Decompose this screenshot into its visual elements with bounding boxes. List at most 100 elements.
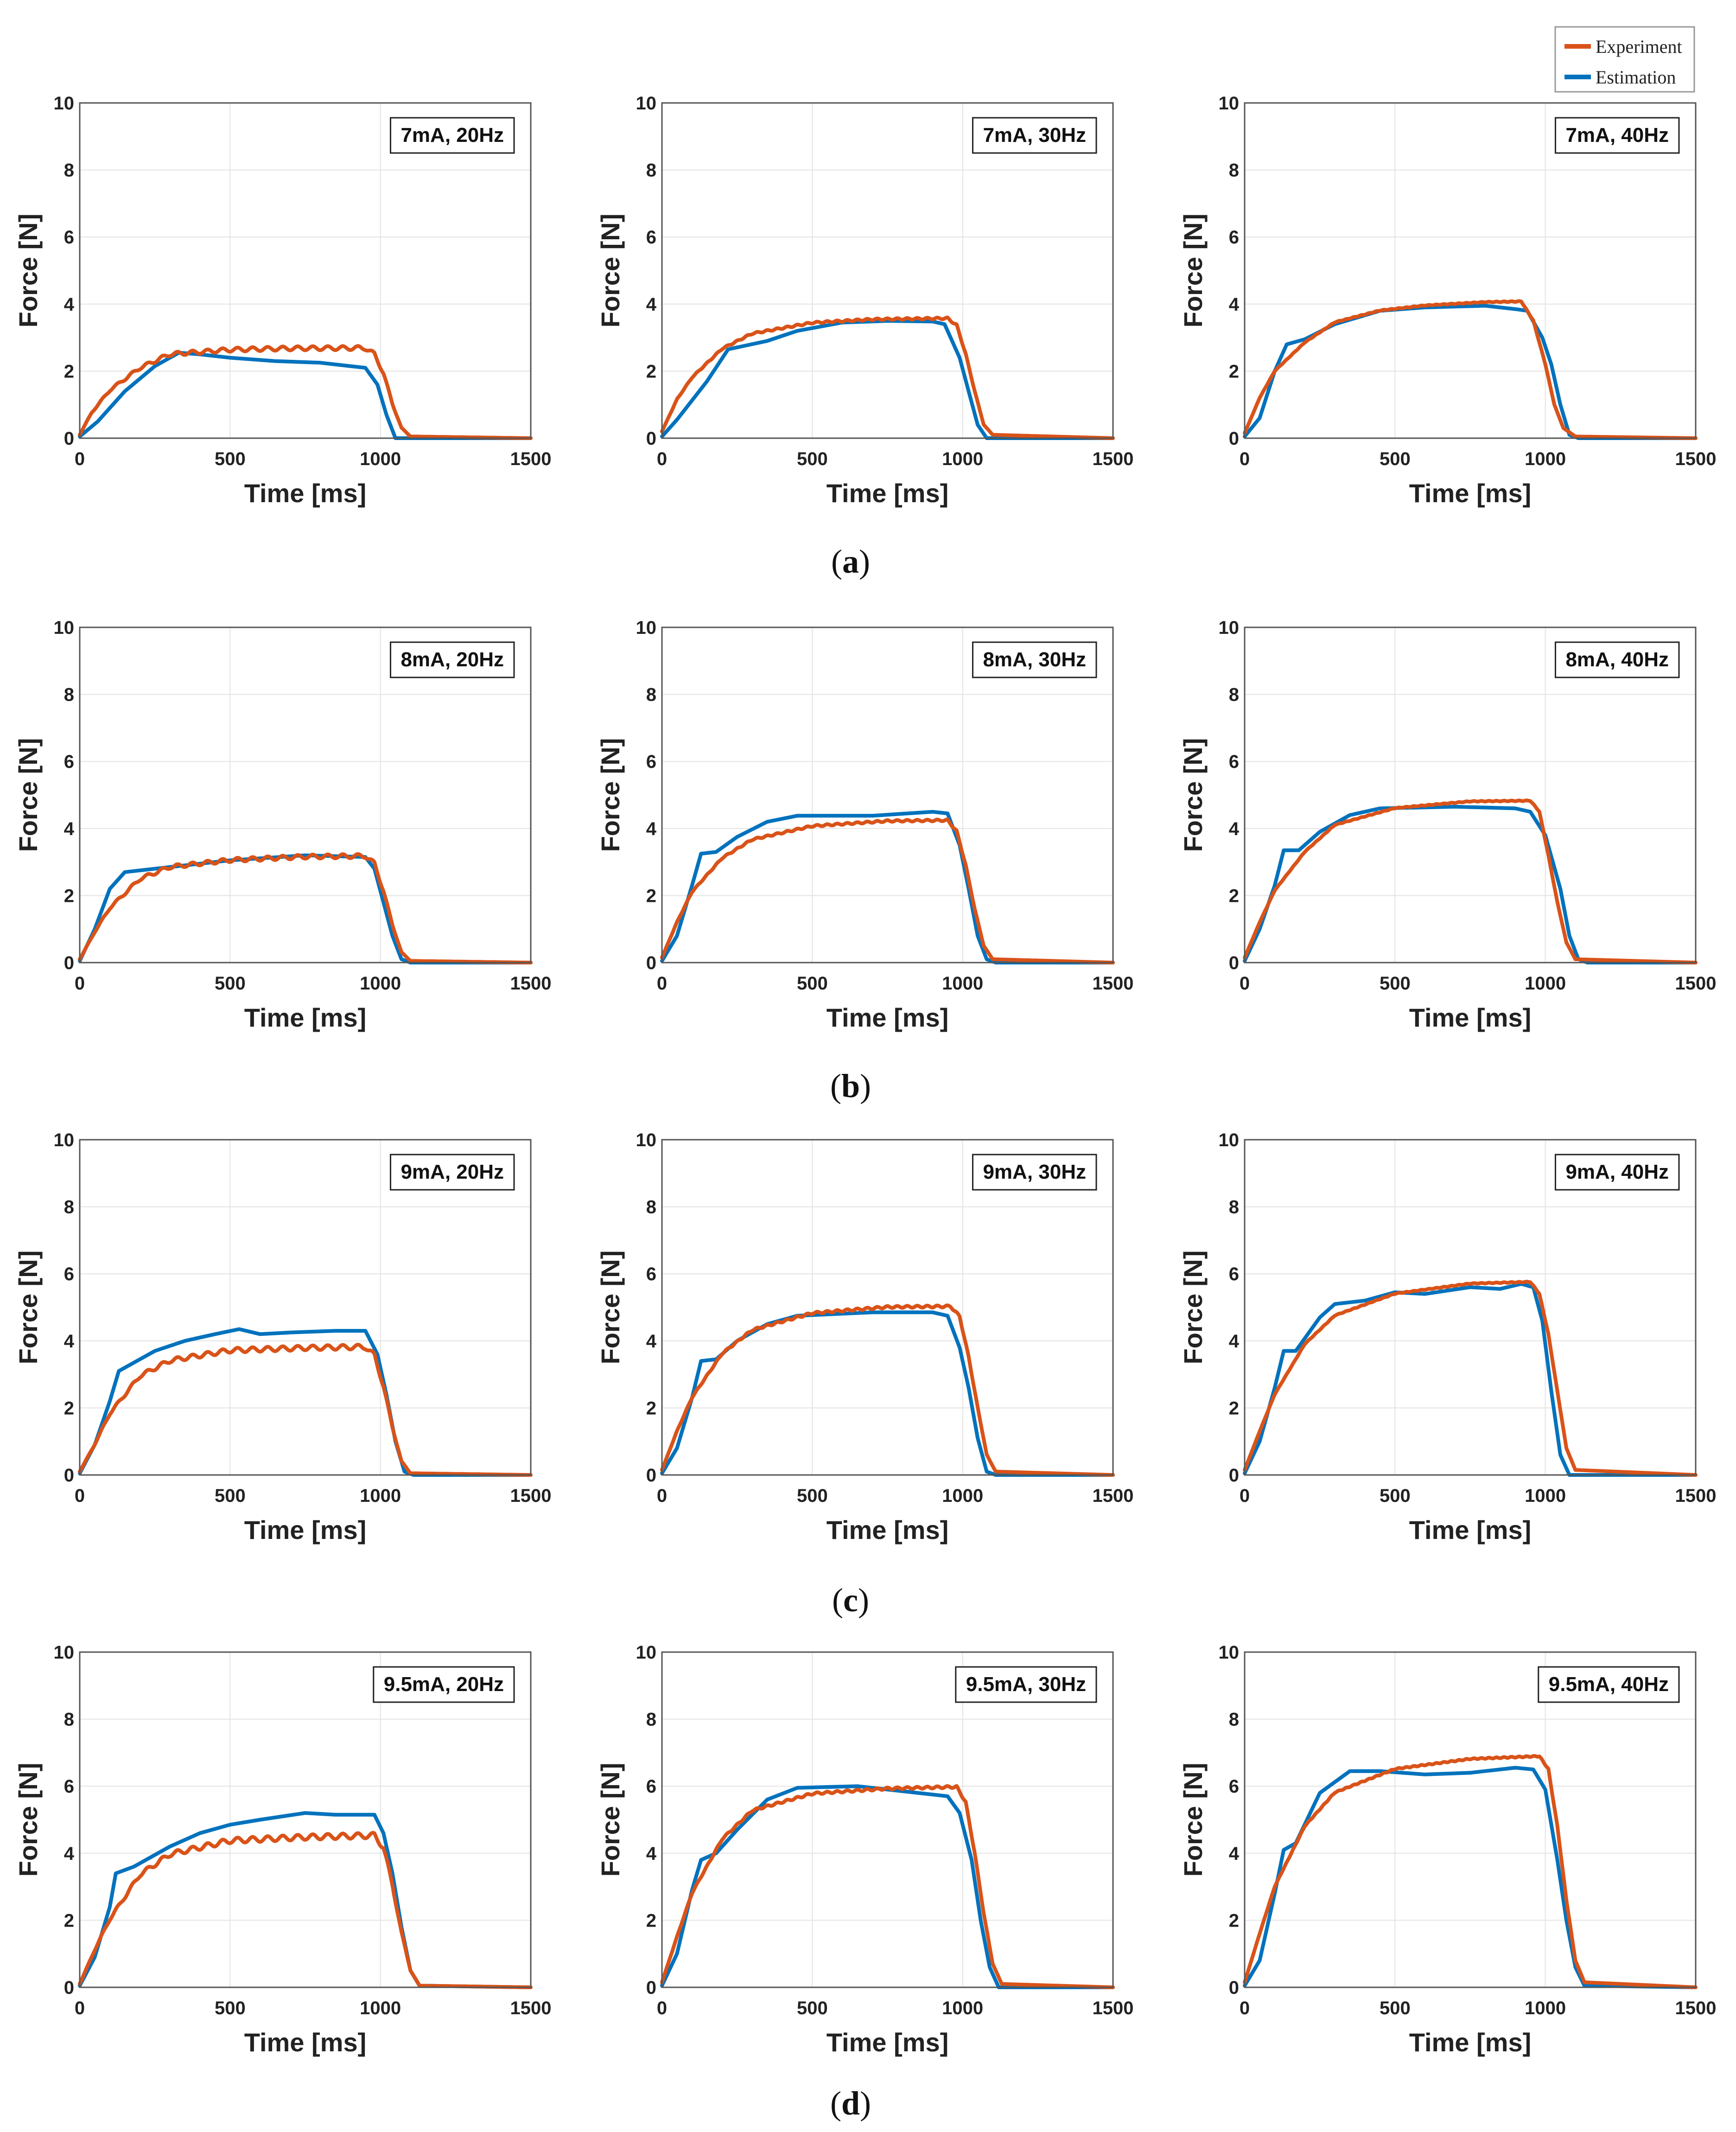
panel-12: 0 2 4 6 8 10 0 500 1000 1500 9.5mA, 40Hz Time [ms] F… [1178,1642,1716,2057]
y-tick-label: 10 [1219,618,1240,638]
x-tick-label: 500 [215,1998,246,2018]
x-tick-label: 1000 [1525,1998,1566,2018]
x-tick-label: 0 [75,1486,85,1506]
series-line-experiment [78,1343,533,1477]
x-tick-label: 1000 [942,1998,983,2018]
y-tick-label: 6 [1229,227,1239,248]
x-tick-label: 0 [657,1486,667,1506]
series-line-experiment [1243,1754,1698,1989]
x-tick-label: 500 [797,973,828,994]
x-tick-label: 1000 [1525,1486,1566,1506]
y-tick-label: 8 [64,1710,74,1730]
panel-condition-label: 9mA, 40Hz [1565,1161,1669,1183]
x-tick-label: 1500 [510,1998,552,2018]
panel-label-box [1538,1666,1680,1703]
x-axis-title: Time [ms] [827,479,948,508]
panel-condition-label: 8mA, 40Hz [1565,648,1669,671]
y-tick-label: 8 [64,1197,74,1218]
y-tick-label: 8 [64,160,74,181]
series-line-estimation [660,319,1115,440]
series-line-experiment [1243,798,1698,964]
y-tick-label: 4 [64,1844,75,1864]
y-tick-label: 2 [64,361,74,382]
series-line-estimation [78,351,533,440]
y-tick-label: 2 [646,886,656,906]
y-tick-label: 10 [636,1642,657,1663]
y-tick-label: 10 [54,1130,75,1150]
y-tick-label: 6 [1229,1264,1239,1284]
plot-frame [661,1651,1114,1988]
y-tick-label: 4 [646,819,657,839]
panel-5: 0 2 4 6 8 10 0 500 1000 1500 8mA, 30Hz Time [ms] For… [596,618,1133,1032]
plot-area [80,627,531,963]
y-tick-label: 4 [64,819,75,839]
x-tick-label: 1500 [510,449,552,469]
y-axis-title: Force [N] [13,214,43,328]
series-line-experiment [1243,1280,1698,1477]
y-tick-label: 0 [646,428,656,449]
y-tick-label: 8 [646,160,656,181]
panel-8: 0 2 4 6 8 10 0 500 1000 1500 9mA, 30Hz Time [ms] For… [596,1130,1133,1545]
x-axis-title: Time [ms] [1409,479,1531,508]
x-tick-label: 1000 [360,973,401,994]
x-tick-label: 1500 [1675,449,1717,469]
x-axis-title: Time [ms] [827,1003,948,1032]
x-tick-label: 1000 [360,1486,401,1506]
panel-11: 0 2 4 6 8 10 0 500 1000 1500 9.5mA, 30Hz Time [ms] F… [596,1642,1133,2057]
panel-10: 0 2 4 6 8 10 0 500 1000 1500 9.5mA, 20Hz Time [ms] F… [13,1642,551,2057]
y-tick-label: 2 [646,1910,656,1931]
y-tick-label: 2 [1229,1398,1239,1418]
x-tick-label: 0 [1240,1998,1250,2018]
panel-condition-label: 8mA, 30Hz [983,648,1086,671]
legend-box [1554,26,1695,93]
x-tick-label: 1000 [360,449,401,469]
y-tick-label: 6 [646,752,656,772]
x-tick-label: 1500 [1093,449,1134,469]
x-tick-label: 500 [215,1486,246,1506]
plot-area [80,1652,531,1987]
y-tick-label: 0 [646,953,656,973]
x-tick-label: 1500 [510,973,552,994]
row-caption-c: (c) [832,1582,869,1619]
x-tick-label: 0 [657,449,667,469]
x-axis-title: Time [ms] [1409,1003,1531,1032]
x-tick-label: 0 [657,973,667,994]
panel-3: 0 2 4 6 8 10 0 500 1000 1500 7mA, 40Hz Time [ms] For… [1178,93,1716,508]
y-axis-title: Force [N] [596,1763,625,1877]
y-tick-label: 8 [64,685,74,705]
x-tick-label: 1500 [1093,1486,1134,1506]
panel-label-box [1554,1154,1680,1191]
x-tick-label: 500 [215,449,246,469]
y-tick-label: 10 [1219,1642,1240,1663]
panel-condition-label: 7mA, 20Hz [401,124,504,147]
plot-area [1245,103,1696,438]
panel-condition-label: 9.5mA, 30Hz [966,1673,1086,1696]
y-tick-label: 6 [1229,752,1239,772]
y-tick-label: 6 [1229,1776,1239,1797]
panel-7: 0 2 4 6 8 10 0 500 1000 1500 9mA, 20Hz Time [ms] For… [13,1130,551,1545]
y-tick-label: 10 [54,93,75,114]
panel-1: 0 2 4 6 8 10 0 500 1000 1500 7mA, 20Hz Time [ms] For… [13,93,551,508]
y-tick-label: 0 [64,428,74,449]
panel-label-box [389,641,515,678]
series-line-estimation [1243,1282,1698,1477]
y-tick-label: 2 [1229,361,1239,382]
x-tick-label: 500 [797,449,828,469]
y-tick-label: 6 [646,227,656,248]
y-tick-label: 0 [1229,953,1239,973]
legend-experiment-label: Experiment [1596,36,1682,57]
panel-label-box [389,117,515,154]
y-tick-label: 4 [646,1844,657,1864]
y-tick-label: 6 [646,1264,656,1284]
plot-frame [1244,626,1697,964]
x-tick-label: 0 [75,973,85,994]
y-tick-label: 4 [64,1331,75,1352]
y-tick-label: 6 [64,1776,74,1797]
y-tick-label: 2 [64,1910,74,1931]
y-tick-label: 10 [636,93,657,114]
panel-label-box [389,1154,515,1191]
y-tick-label: 4 [646,294,657,315]
y-tick-label: 4 [1229,1844,1240,1864]
x-tick-label: 1500 [1093,1998,1134,2018]
